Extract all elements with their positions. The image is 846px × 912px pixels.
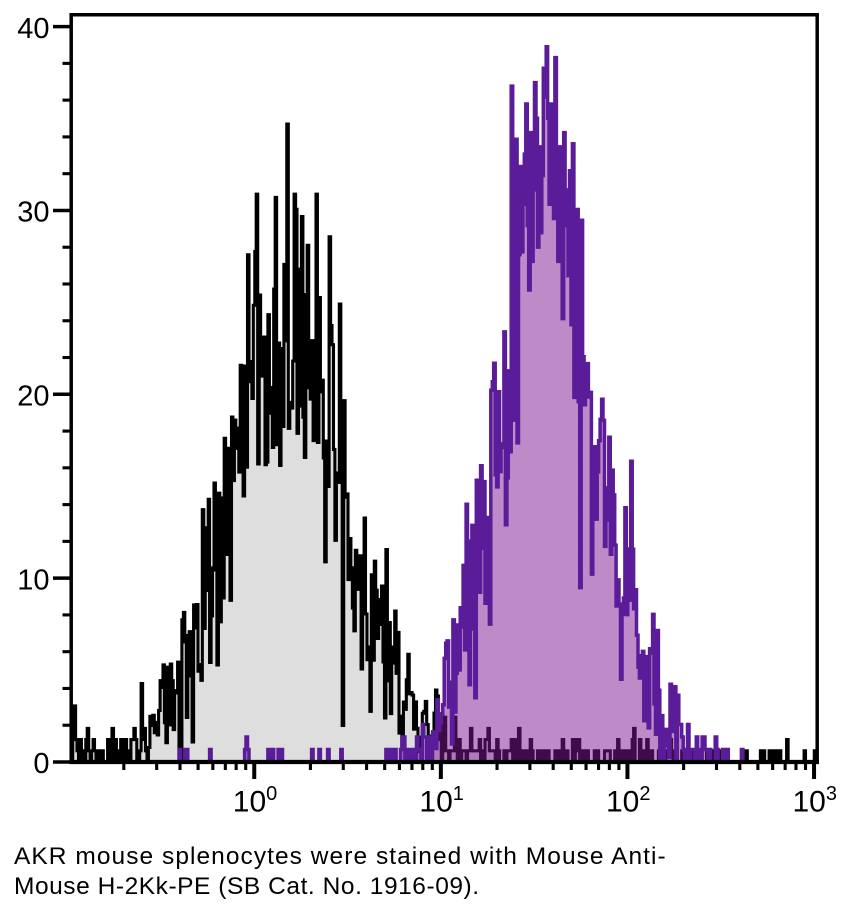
- svg-text:100: 100: [233, 783, 277, 819]
- svg-text:AKR mouse splenocytes were sta: AKR mouse splenocytes were stained with …: [14, 843, 667, 870]
- svg-text:0: 0: [33, 748, 49, 780]
- svg-text:30: 30: [17, 197, 49, 229]
- svg-text:Mouse H-2Kk-PE (SB Cat. No. 19: Mouse H-2Kk-PE (SB Cat. No. 1916-09).: [14, 873, 480, 900]
- svg-text:20: 20: [17, 381, 49, 413]
- svg-text:40: 40: [17, 13, 49, 45]
- svg-text:10: 10: [17, 564, 49, 596]
